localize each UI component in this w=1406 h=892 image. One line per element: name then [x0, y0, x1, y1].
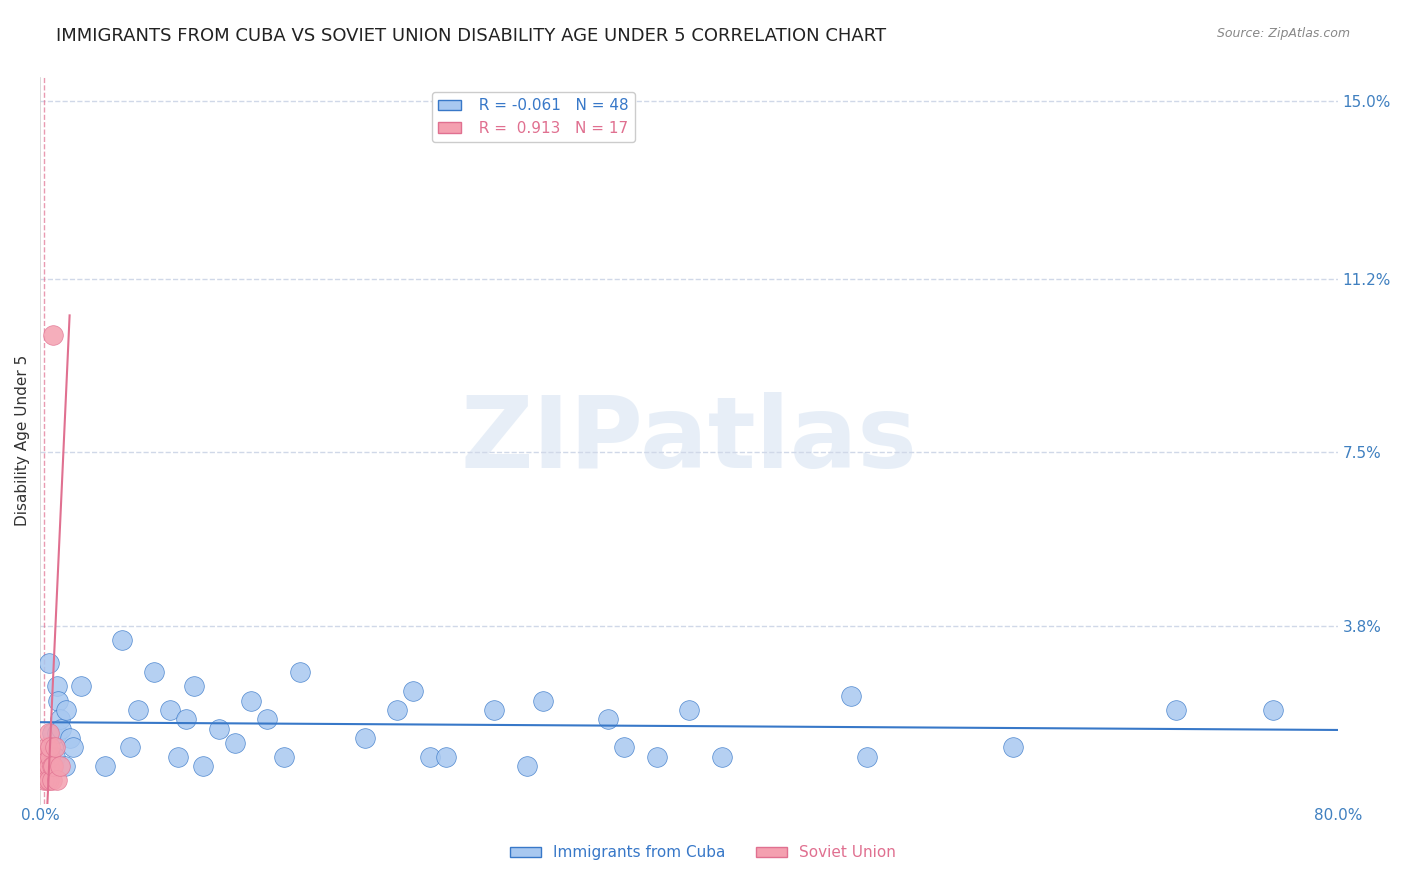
- Point: [44, 740, 66, 755]
- Y-axis label: Disability Age Under 5: Disability Age Under 5: [15, 355, 30, 526]
- Point: [516, 759, 538, 773]
- Point: [42, 759, 65, 773]
- Point: [645, 749, 668, 764]
- Legend: Immigrants from Cuba, Soviet Union: Immigrants from Cuba, Soviet Union: [505, 839, 901, 866]
- Point: [288, 665, 311, 680]
- Point: [94, 759, 117, 773]
- Point: [62, 740, 84, 755]
- Point: [42, 740, 65, 755]
- Point: [35, 773, 58, 788]
- Point: [183, 680, 205, 694]
- Point: [55, 703, 77, 717]
- Point: [159, 703, 181, 717]
- Point: [127, 703, 149, 717]
- Point: [240, 693, 263, 707]
- Point: [385, 703, 408, 717]
- Point: [1002, 740, 1025, 755]
- Point: [613, 740, 636, 755]
- Legend:   R = -0.061   N = 48,   R =  0.913   N = 17: R = -0.061 N = 48, R = 0.913 N = 17: [432, 93, 634, 142]
- Point: [402, 684, 425, 698]
- Point: [59, 731, 82, 745]
- Point: [142, 665, 165, 680]
- Point: [110, 632, 132, 647]
- Point: [596, 712, 619, 726]
- Point: [710, 749, 733, 764]
- Point: [256, 712, 278, 726]
- Point: [32, 773, 55, 788]
- Point: [35, 740, 58, 755]
- Point: [353, 731, 375, 745]
- Point: [41, 759, 63, 773]
- Point: [44, 749, 66, 764]
- Point: [273, 749, 295, 764]
- Point: [53, 759, 76, 773]
- Point: [38, 656, 60, 670]
- Point: [531, 693, 554, 707]
- Point: [1261, 703, 1284, 717]
- Point: [34, 749, 56, 764]
- Point: [45, 773, 67, 788]
- Point: [45, 726, 67, 740]
- Point: [42, 328, 65, 343]
- Point: [176, 712, 198, 726]
- Point: [208, 722, 231, 736]
- Point: [51, 722, 73, 736]
- Point: [434, 749, 457, 764]
- Point: [39, 740, 62, 755]
- Point: [38, 773, 60, 788]
- Text: ZIPatlas: ZIPatlas: [461, 392, 918, 489]
- Point: [839, 689, 862, 703]
- Point: [46, 693, 69, 707]
- Point: [678, 703, 700, 717]
- Point: [419, 749, 441, 764]
- Point: [34, 759, 56, 773]
- Point: [49, 712, 72, 726]
- Point: [39, 749, 62, 764]
- Point: [191, 759, 214, 773]
- Point: [38, 759, 60, 773]
- Point: [70, 680, 93, 694]
- Point: [45, 680, 67, 694]
- Point: [41, 773, 63, 788]
- Point: [167, 749, 190, 764]
- Point: [41, 726, 63, 740]
- Point: [1164, 703, 1187, 717]
- Point: [484, 703, 506, 717]
- Point: [49, 759, 72, 773]
- Point: [224, 736, 246, 750]
- Point: [118, 740, 141, 755]
- Text: IMMIGRANTS FROM CUBA VS SOVIET UNION DISABILITY AGE UNDER 5 CORRELATION CHART: IMMIGRANTS FROM CUBA VS SOVIET UNION DIS…: [56, 27, 886, 45]
- Text: Source: ZipAtlas.com: Source: ZipAtlas.com: [1216, 27, 1350, 40]
- Point: [856, 749, 879, 764]
- Point: [38, 726, 60, 740]
